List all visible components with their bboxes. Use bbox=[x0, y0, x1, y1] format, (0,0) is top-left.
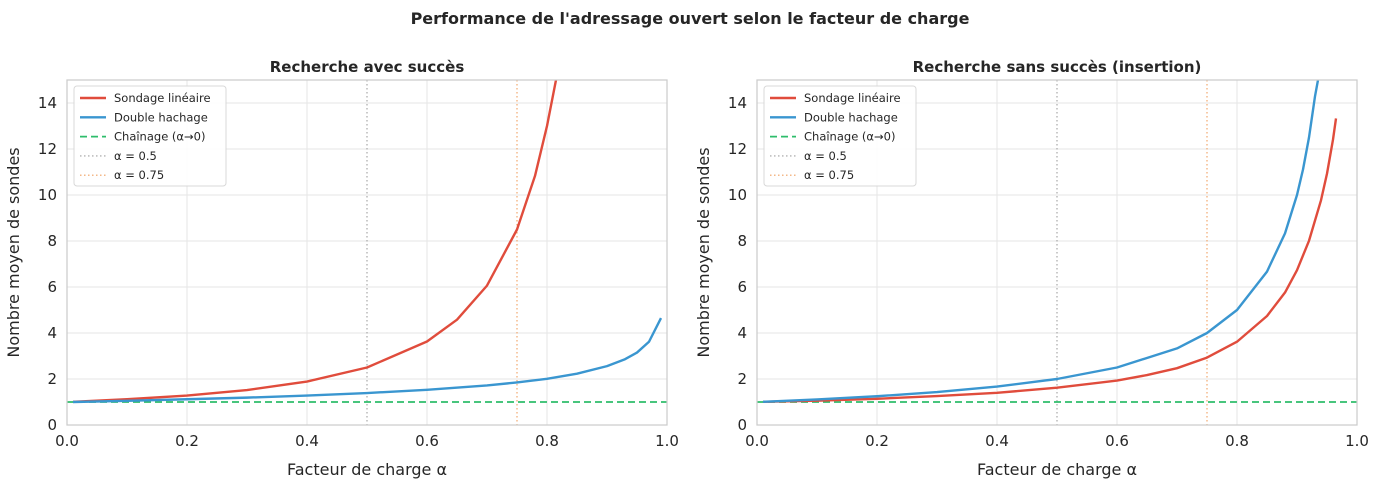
y-tick-label: 6 bbox=[737, 278, 747, 296]
x-tick-label: 0.2 bbox=[865, 432, 889, 450]
x-tick-label: 0.8 bbox=[1225, 432, 1249, 450]
legend-label: α = 0.5 bbox=[114, 149, 157, 163]
y-tick-label: 2 bbox=[737, 370, 747, 388]
legend-label: α = 0.75 bbox=[114, 168, 164, 182]
legend-label: Chaînage (α→0) bbox=[804, 130, 895, 144]
y-tick-label: 12 bbox=[38, 140, 57, 158]
series-0-line bbox=[762, 118, 1338, 403]
y-tick-label: 4 bbox=[737, 324, 747, 342]
x-axis-label: Facteur de charge α bbox=[287, 460, 447, 479]
y-tick-label: 14 bbox=[728, 94, 747, 112]
series-1-line bbox=[72, 317, 663, 404]
legend-label: α = 0.5 bbox=[804, 149, 847, 163]
x-tick-label: 0.0 bbox=[55, 432, 79, 450]
figure-suptitle: Performance de l'adressage ouvert selon … bbox=[411, 9, 970, 28]
series-group bbox=[67, 80, 667, 425]
x-tick-label: 0.6 bbox=[415, 432, 439, 450]
series-0-line bbox=[72, 80, 558, 403]
x-tick-label: 0.8 bbox=[535, 432, 559, 450]
x-axis-label: Facteur de charge α bbox=[977, 460, 1137, 479]
legend-box bbox=[763, 85, 917, 187]
chart-title: Recherche sans succès (insertion) bbox=[913, 58, 1202, 76]
legend: Sondage linéaire Double hachage Chaînage (… bbox=[763, 85, 917, 187]
legend-box bbox=[73, 85, 227, 187]
y-tick-label: 8 bbox=[47, 232, 57, 250]
legend: Sondage linéaire Double hachage Chaînage (… bbox=[73, 85, 227, 187]
y-axis-label: Nombre moyen de sondes bbox=[694, 147, 713, 357]
plot-frame bbox=[66, 79, 668, 426]
legend-label: Double hachage bbox=[804, 110, 898, 124]
legend-label: Sondage linéaire bbox=[114, 91, 211, 105]
x-tick-label: 0.6 bbox=[1105, 432, 1129, 450]
y-tick-label: 4 bbox=[47, 324, 57, 342]
x-tick-label: 0.0 bbox=[745, 432, 769, 450]
y-tick-label: 14 bbox=[38, 94, 57, 112]
series-group bbox=[757, 80, 1357, 425]
y-tick-label: 10 bbox=[728, 186, 747, 204]
x-tick-label: 0.4 bbox=[985, 432, 1009, 450]
x-tick-label: 0.2 bbox=[175, 432, 199, 450]
y-tick-label: 8 bbox=[737, 232, 747, 250]
x-tick-label: 0.4 bbox=[295, 432, 319, 450]
y-tick-label: 0 bbox=[47, 416, 57, 434]
chart-title: Recherche avec succès bbox=[270, 58, 465, 76]
series-1-line bbox=[762, 80, 1320, 403]
legend-label: Double hachage bbox=[114, 110, 208, 124]
chart-panel-success: 0.0 0.2 0.4 0.6 0.8 1.0 0 2 4 6 8 10 12 14 Recherche a… bbox=[4, 58, 679, 479]
y-tick-label: 2 bbox=[47, 370, 57, 388]
x-tick-label: 1.0 bbox=[1345, 432, 1369, 450]
chart-panel-insertion: 0.0 0.2 0.4 0.6 0.8 1.0 0 2 4 6 8 10 12 14 Recherche s… bbox=[694, 58, 1369, 479]
plot-frame bbox=[756, 79, 1358, 426]
legend-label: Chaînage (α→0) bbox=[114, 130, 205, 144]
y-tick-label: 10 bbox=[38, 186, 57, 204]
legend-label: α = 0.75 bbox=[804, 168, 854, 182]
y-axis-label: Nombre moyen de sondes bbox=[4, 147, 23, 357]
y-tick-label: 12 bbox=[728, 140, 747, 158]
legend-label: Sondage linéaire bbox=[804, 91, 901, 105]
y-tick-label: 0 bbox=[737, 416, 747, 434]
x-tick-label: 1.0 bbox=[655, 432, 679, 450]
y-tick-label: 6 bbox=[47, 278, 57, 296]
